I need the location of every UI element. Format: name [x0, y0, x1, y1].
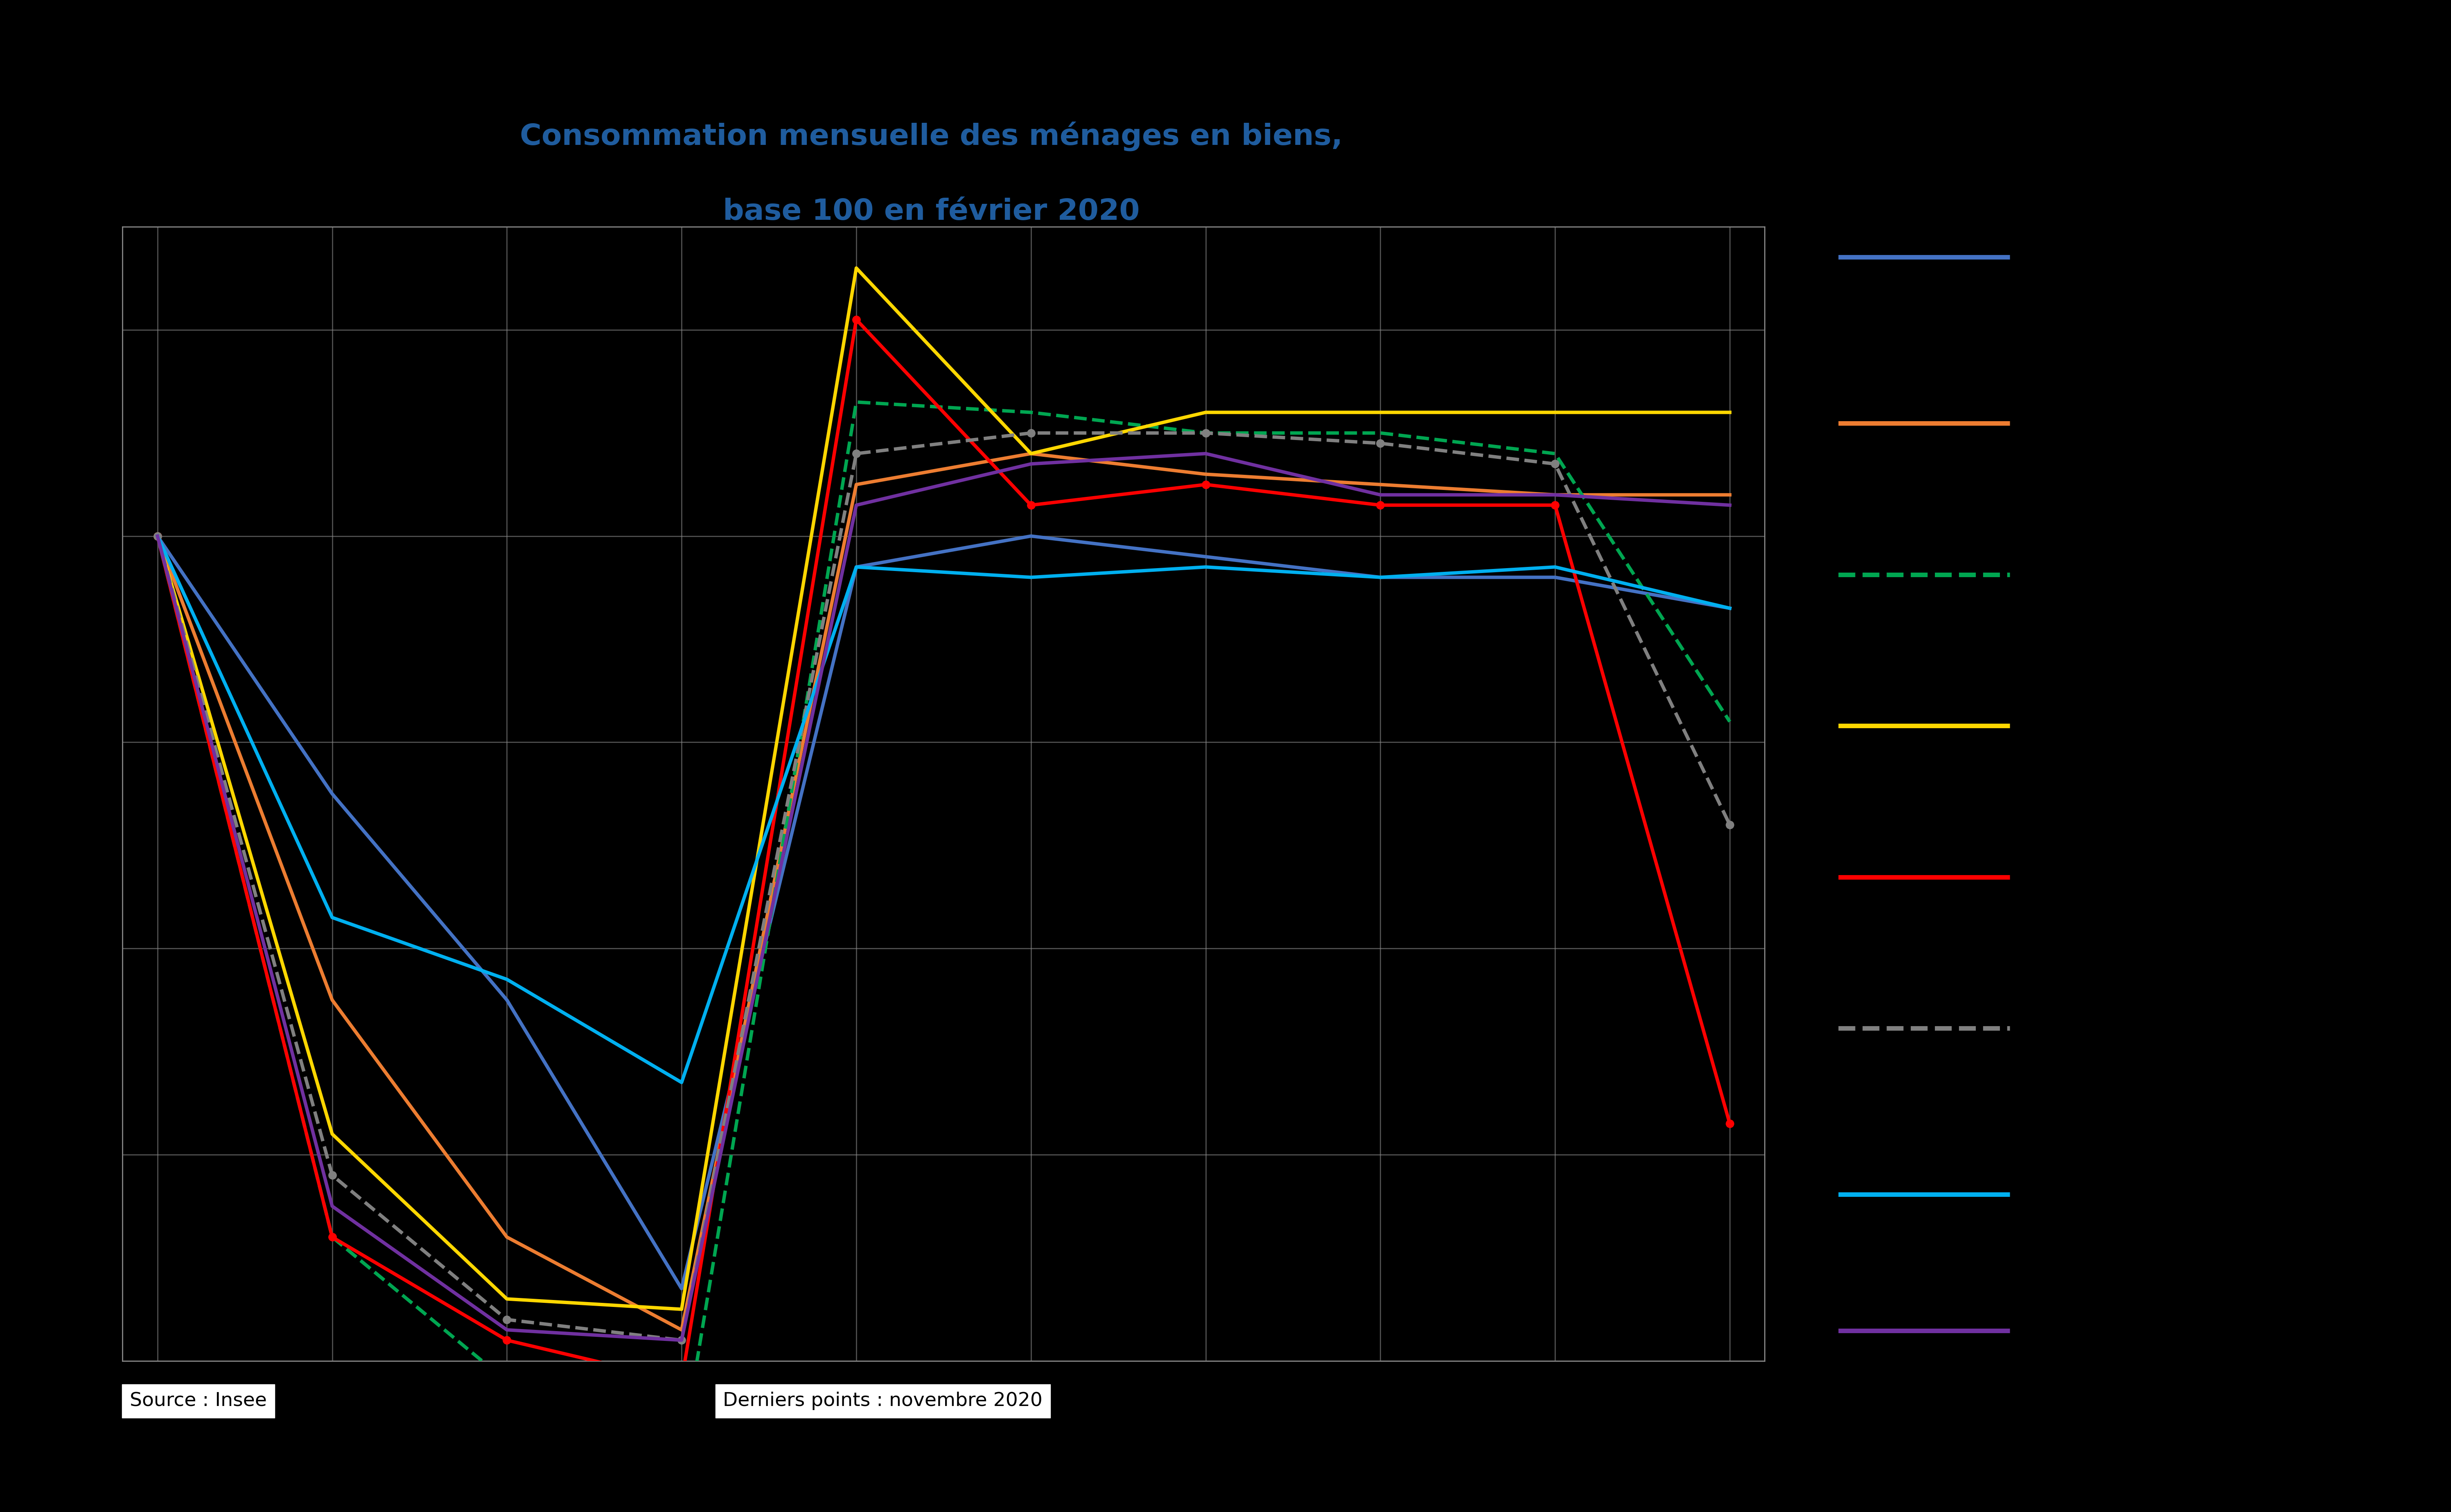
Text: base 100 en février 2020: base 100 en février 2020 — [723, 198, 1140, 225]
Text: Derniers points : novembre 2020: Derniers points : novembre 2020 — [723, 1393, 1042, 1411]
Text: Source : Insee: Source : Insee — [130, 1393, 267, 1411]
Text: Consommation mensuelle des ménages en biens,: Consommation mensuelle des ménages en bi… — [520, 121, 1343, 151]
